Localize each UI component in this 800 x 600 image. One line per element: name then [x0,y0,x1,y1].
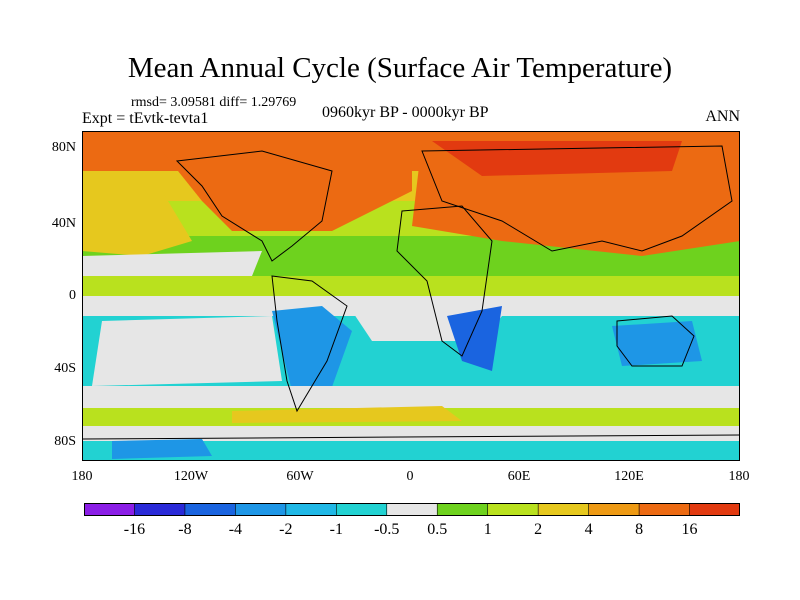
temperature-map [82,131,740,461]
colorbar-label: -1 [329,521,343,538]
africa-coast [396,205,493,357]
colorbar-label: 4 [584,521,593,538]
season-label: ANN [705,108,740,125]
rmsd-diff-stats: rmsd= 3.09581 diff= 1.29769 [131,95,297,110]
north-pacific-region [82,186,192,256]
lat-label-0: 0 [69,288,76,303]
colorbar-cell [235,503,287,516]
colorbar-label: 16 [681,521,698,538]
colorbar-label: 0.5 [427,521,448,538]
north-america-coast [175,150,333,262]
lon-label-0: 0 [406,469,414,484]
lat-label-40s: 40S [54,361,76,376]
lon-label-180e: 180 [728,469,750,484]
colorbar-label: -2 [279,521,293,538]
colorbar-cell [588,503,640,516]
antarctic-cold-patch [112,439,212,459]
lon-label-120w: 120W [173,469,209,484]
australia-coast [616,315,695,367]
colorbar-label: 8 [635,521,644,538]
south-america-cool [272,306,352,401]
tropical-pacific-neutral [82,251,262,276]
lon-label-60w: 60W [286,469,314,484]
south-america-coast [271,275,348,413]
colorbar-cell [537,503,590,516]
figure-title: Mean Annual Cycle (Surface Air Temperatu… [127,52,673,84]
lon-label-60e: 60E [507,469,531,484]
lat-label-40n: 40N [51,216,76,231]
lat-label-80n: 80N [51,140,76,155]
colorbar-label: -4 [228,521,243,538]
colorbar-cell [134,503,186,516]
colorbar-cell [436,503,489,516]
colorbar-cell [638,503,691,516]
map-frame [82,131,740,461]
lon-label-180w: 180 [71,469,93,484]
colorbar-cell [285,503,338,516]
colorbar-cell [689,503,740,516]
colorbar-cell [336,503,388,516]
south-pacific-neutral [92,316,282,386]
colorbar-cell [487,503,539,516]
lon-label-120e: 120E [614,469,644,484]
australia-cool [612,321,702,366]
eurasia-coast [421,145,733,252]
equatorial-band [82,276,740,296]
colorbar-cell [184,503,237,516]
colorbar-label: 1 [483,521,492,538]
colorbar [84,503,740,516]
colorbar-label: -16 [123,521,146,538]
colorbar-label: -0.5 [374,521,400,538]
north-america-warm-region [162,146,412,231]
colorbar-cell [386,503,439,516]
antarctica-coast [82,434,740,440]
lat-label-80s: 80S [54,434,76,449]
colorbar-label: 2 [534,521,543,538]
period-label: 0960kyr BP - 0000kyr BP [322,104,489,121]
colorbar-cell [84,503,136,516]
colorbar-label: -8 [178,521,192,538]
experiment-label: Expt = tEvtk-tevta1 [82,110,209,127]
antarctic-cool-band [82,441,740,461]
southern-ocean-warm-patch [232,406,462,423]
antarctic-neutral-band [82,426,740,441]
southern-ocean-neutral [82,386,740,408]
coastlines [82,145,740,440]
